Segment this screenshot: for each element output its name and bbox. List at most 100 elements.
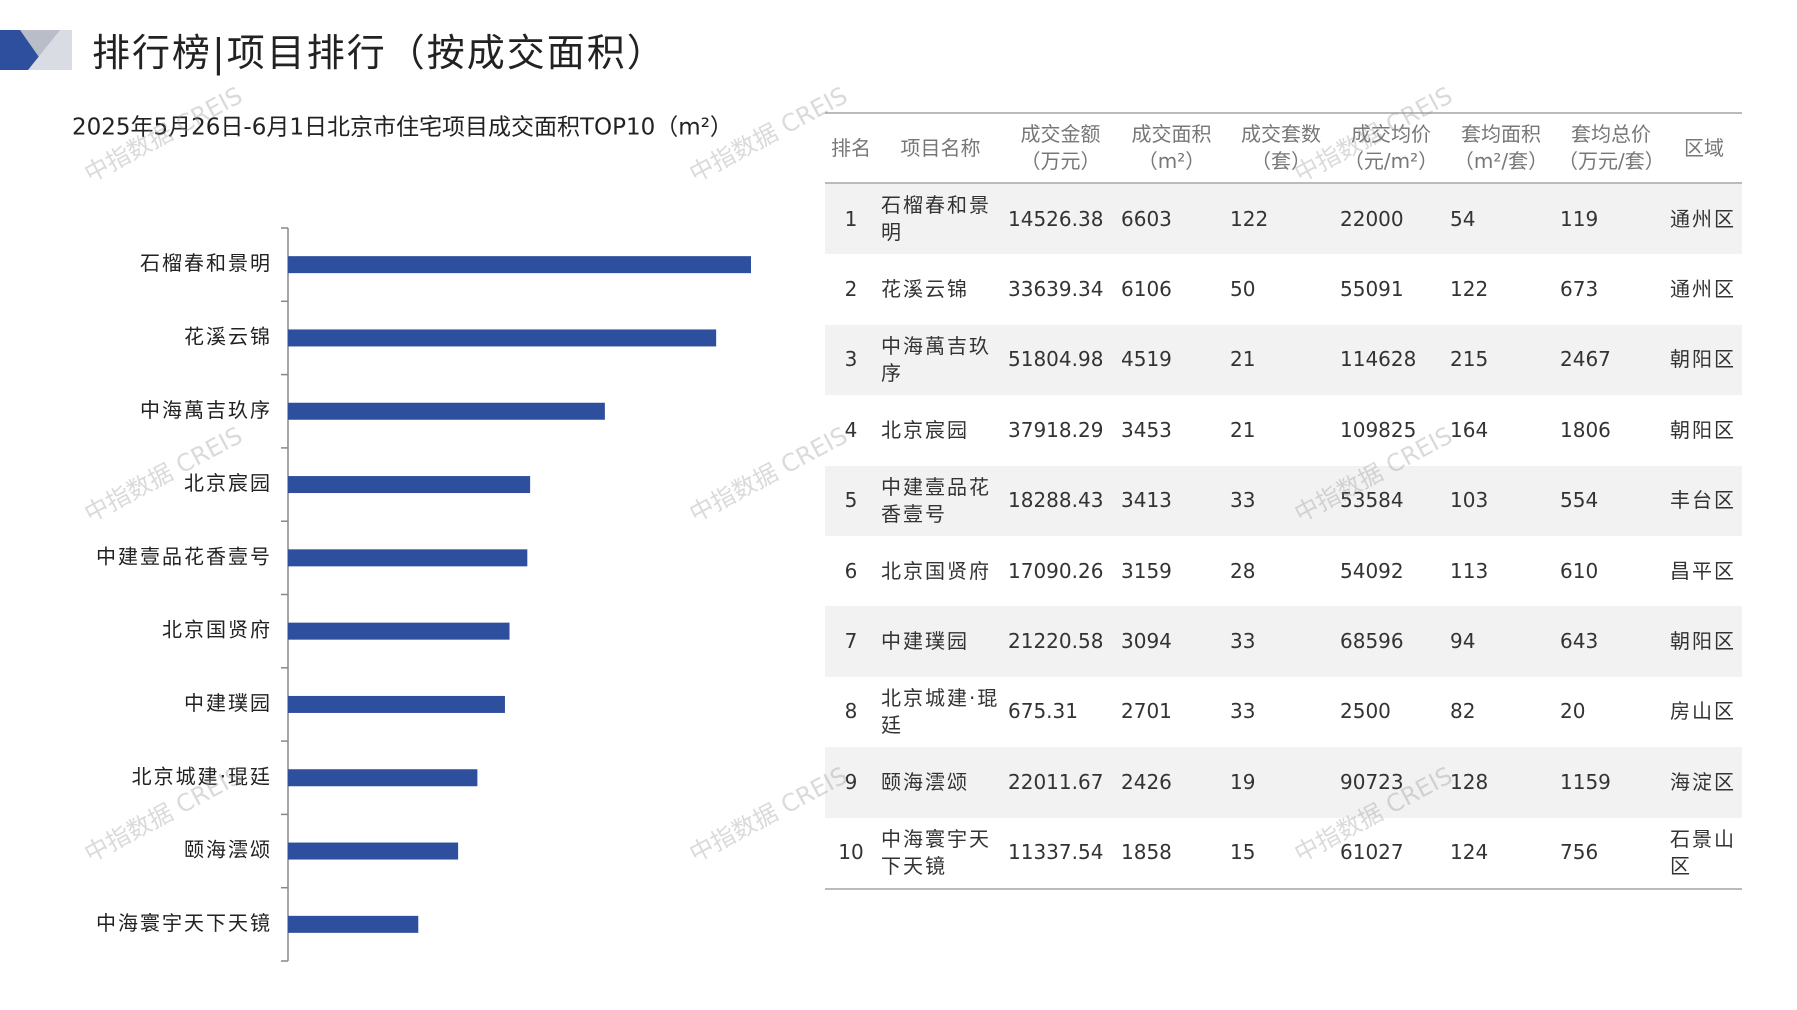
bar xyxy=(288,695,505,713)
bar xyxy=(288,402,605,420)
bar xyxy=(288,622,510,640)
y-tick-label: 中海萬吉玖序 xyxy=(140,398,272,422)
table-cell: 103 xyxy=(1446,465,1556,536)
table-cell: 1 xyxy=(825,183,877,255)
table-cell: 北京城建·琨廷 xyxy=(881,685,1000,737)
table-cell: 3413 xyxy=(1117,465,1226,536)
table-cell: 51804.98 xyxy=(1004,324,1117,396)
table-cell: 21 xyxy=(1226,324,1336,396)
table-cell: 164 xyxy=(1450,417,1489,442)
table-cell: 朝阳区 xyxy=(1666,606,1742,677)
y-tick-label: 北京城建·琨廷 xyxy=(132,764,272,788)
bar xyxy=(288,476,531,494)
column-header: 成交均价 （元/m²） xyxy=(1336,112,1446,184)
y-tick-label: 颐海澐颂 xyxy=(184,838,272,862)
column-name: 成交面积 xyxy=(1131,122,1212,146)
table-row: 2 花溪云锦 33639.34 6106 50 55091 122 673 通州区 xyxy=(825,254,1742,324)
column-name: 成交均价 xyxy=(1351,122,1431,146)
table-cell: 68596 xyxy=(1336,606,1446,677)
table-cell: 6603 xyxy=(1117,183,1226,255)
header-icon xyxy=(0,30,72,70)
table-cell: 1159 xyxy=(1556,747,1666,818)
table-cell: 14526.38 xyxy=(1004,183,1117,255)
table-cell: 中海萬吉玖序 xyxy=(877,324,1004,396)
table-cell: 554 xyxy=(1556,465,1666,536)
column-header: 项目名称 xyxy=(877,112,1004,184)
table-cell: 9 xyxy=(825,747,877,818)
table-cell: 北京国贤府 xyxy=(881,558,991,583)
table-cell: 28 xyxy=(1230,558,1256,583)
column-name: 项目名称 xyxy=(900,135,981,160)
table-row: 1 石榴春和景明 14526.38 6603 122 22000 54 119 通州区 xyxy=(825,183,1742,255)
table-cell: 19 xyxy=(1226,747,1336,818)
column-name: 成交套数 xyxy=(1241,122,1321,146)
table-row: 5 中建壹品花香壹号 18288.43 3413 33 53584 103 554 丰台区 xyxy=(825,465,1742,536)
table-cell: 18288.43 xyxy=(1004,465,1117,536)
table-cell: 中建壹品花香壹号 xyxy=(877,465,1004,536)
column-header: 区域 xyxy=(1666,112,1742,184)
column-unit: （元/m²） xyxy=(1343,149,1439,173)
table-cell: 花溪云锦 xyxy=(881,277,969,302)
y-tick-label: 中海寰宇天下天镜 xyxy=(96,911,272,935)
bar xyxy=(288,915,419,933)
table-cell: 4 xyxy=(844,417,858,442)
table-cell: 50 xyxy=(1230,277,1256,302)
column-unit: （万元） xyxy=(1020,149,1101,173)
table-cell: 通州区 xyxy=(1670,277,1736,302)
table-cell: 124 xyxy=(1446,817,1556,890)
header-row: 排名 项目名称 成交金额 （万元） 成交面积 （m²） 成交套数 （套） 成交均价 （元/m²） 套… xyxy=(825,112,1742,184)
table-cell: 109825 xyxy=(1340,417,1417,442)
table-cell: 20 xyxy=(1560,699,1586,724)
table-cell: 61027 xyxy=(1336,817,1446,890)
bar xyxy=(288,256,751,274)
table-cell: 房山区 xyxy=(1670,699,1736,724)
table-cell: 石榴春和景明 xyxy=(877,183,1004,255)
y-tick-label: 北京国贤府 xyxy=(162,618,272,642)
table-cell: 4519 xyxy=(1117,324,1226,396)
table-cell: 82 xyxy=(1450,699,1476,724)
bar xyxy=(288,549,528,567)
table-cell: 33 xyxy=(1230,699,1256,724)
column-name: 套均总价 xyxy=(1571,122,1651,146)
y-tick-label: 花溪云锦 xyxy=(184,324,272,348)
table-cell: 33 xyxy=(1226,606,1336,677)
column-name: 区域 xyxy=(1684,135,1724,160)
column-name: 成交金额 xyxy=(1020,122,1101,146)
table-cell: 21 xyxy=(1230,417,1256,442)
table-cell: 石景山区 xyxy=(1666,817,1742,890)
table-cell: 128 xyxy=(1446,747,1556,818)
table-cell: 643 xyxy=(1556,606,1666,677)
table-cell: 756 xyxy=(1556,817,1666,890)
table-row: 4 北京宸园 37918.29 3453 21 109825 164 1806 朝阳区 xyxy=(825,395,1742,465)
table-cell: 1806 xyxy=(1560,417,1611,442)
table-cell: 215 xyxy=(1446,324,1556,396)
y-tick-label: 中建壹品花香壹号 xyxy=(96,544,272,568)
table-cell: 北京宸园 xyxy=(881,417,969,442)
table-row: 8 北京城建·琨廷 675.31 2701 33 2500 82 20 房山区 xyxy=(825,677,1742,747)
table-cell: 丰台区 xyxy=(1666,465,1742,536)
table-cell: 3453 xyxy=(1121,417,1172,442)
table-cell: 33 xyxy=(1226,465,1336,536)
table-cell: 122 xyxy=(1226,183,1336,255)
column-unit: （m²） xyxy=(1137,149,1206,173)
table-cell: 11337.54 xyxy=(1004,817,1117,890)
chart-title: 2025年5月26日-6月1日北京市住宅项目成交面积TOP10（m²） xyxy=(72,115,733,141)
table-cell: 8 xyxy=(844,699,858,724)
table-cell: 2 xyxy=(844,277,858,302)
column-header: 套均面积 （m²/套） xyxy=(1446,112,1556,184)
table-cell: 中海寰宇天下天镜 xyxy=(877,817,1004,890)
table-cell: 21220.58 xyxy=(1004,606,1117,677)
chart: 2025年5月26日-6月1日北京市住宅项目成交面积TOP10（m²） 石榴春和… xyxy=(72,115,751,962)
table-cell: 昌平区 xyxy=(1670,558,1736,583)
table-cell: 6 xyxy=(844,558,858,583)
column-unit: （m²/套） xyxy=(1453,149,1549,173)
table-cell: 通州区 xyxy=(1666,183,1742,255)
table-cell: 122 xyxy=(1450,277,1489,302)
table-cell: 113 xyxy=(1450,558,1489,583)
table-cell: 3 xyxy=(825,324,877,396)
table-cell: 673 xyxy=(1560,277,1599,302)
table-row: 9 颐海澐颂 22011.67 2426 19 90723 128 1159 海淀区 xyxy=(825,747,1742,818)
table-cell: 颐海澐颂 xyxy=(877,747,1004,818)
y-tick-label: 石榴春和景明 xyxy=(140,251,272,275)
